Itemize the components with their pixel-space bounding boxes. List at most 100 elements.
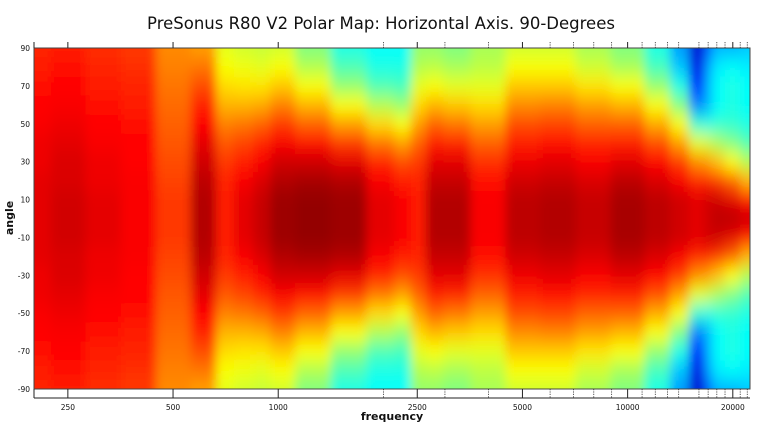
heatmap-cell xyxy=(724,360,741,381)
heatmap-cell xyxy=(539,48,577,58)
heatmap-cell xyxy=(539,379,577,389)
heatmap-cell xyxy=(670,379,690,389)
heatmap-cell xyxy=(121,265,157,286)
heatmap-cell xyxy=(470,322,507,343)
heatmap-cell xyxy=(366,265,395,286)
heatmap-cell xyxy=(712,303,726,324)
heatmap-cell xyxy=(425,57,444,77)
heatmap-cell xyxy=(121,190,157,210)
heatmap-cell xyxy=(470,360,507,381)
heatmap-cell xyxy=(50,152,86,172)
heatmap-cell xyxy=(216,284,235,305)
heatmap-cell xyxy=(394,133,412,153)
heatmap-cell xyxy=(156,48,192,58)
heatmap-cell xyxy=(85,190,122,210)
heatmap-cell xyxy=(190,246,217,267)
heatmap-cell xyxy=(712,246,726,267)
heatmap-cell xyxy=(539,152,577,172)
heatmap-cell xyxy=(34,227,52,248)
heatmap-cell xyxy=(50,95,86,115)
heatmap-cell xyxy=(644,265,671,286)
heatmap-cell xyxy=(190,190,217,210)
heatmap-cell xyxy=(703,265,713,286)
heatmap-cell xyxy=(366,246,395,267)
heatmap-cell xyxy=(443,76,471,96)
heatmap-cell xyxy=(470,341,507,362)
heatmap-cell xyxy=(50,322,86,343)
heatmap-cell xyxy=(156,114,192,134)
heatmap-cell xyxy=(505,322,541,343)
heatmap-cell xyxy=(394,284,412,305)
heatmap-cell xyxy=(443,152,471,172)
heatmap-cell xyxy=(505,152,541,172)
heatmap-cell xyxy=(394,171,412,191)
heatmap-cell xyxy=(703,114,713,134)
x-tick-label: 2500 xyxy=(408,403,427,412)
heatmap-cell xyxy=(121,341,157,362)
heatmap-cell xyxy=(366,95,395,115)
heatmap-cell xyxy=(425,114,444,134)
heatmap-cell xyxy=(470,379,507,389)
heatmap-cell xyxy=(270,265,296,286)
heatmap-cell xyxy=(85,303,122,324)
y-tick-label: 50 xyxy=(20,120,30,129)
heatmap-cell xyxy=(712,76,726,96)
heatmap-cell xyxy=(505,171,541,191)
heatmap-cell xyxy=(670,48,690,58)
heatmap-cell xyxy=(712,227,726,248)
y-tick-label: 30 xyxy=(20,158,30,167)
heatmap-cell xyxy=(366,114,395,134)
heatmap-cell xyxy=(121,360,157,381)
heatmap-cell xyxy=(156,379,192,389)
y-tick-label: 90 xyxy=(20,44,30,53)
heatmap-cell xyxy=(425,246,444,267)
heatmap-cell xyxy=(156,190,192,210)
heatmap-cell xyxy=(253,265,271,286)
heatmap-cell xyxy=(366,303,395,324)
heatmap-cell xyxy=(724,246,741,267)
heatmap-cell xyxy=(740,265,750,286)
heatmap-cell xyxy=(505,57,541,77)
heatmap-cell xyxy=(85,95,122,115)
x-tick-label: 1000 xyxy=(269,403,288,412)
heatmap-cell xyxy=(85,48,122,58)
heatmap-cell xyxy=(688,152,705,172)
heatmap-cell xyxy=(644,379,671,389)
heatmap-cell xyxy=(688,171,705,191)
heatmap-cell xyxy=(394,341,412,362)
heatmap-cell xyxy=(740,171,750,191)
heatmap-cell xyxy=(644,246,671,267)
heatmap-cell xyxy=(505,114,541,134)
heatmap-cell xyxy=(724,227,741,248)
heatmap-cell xyxy=(470,265,507,286)
heatmap-cell xyxy=(50,284,86,305)
heatmap-cell xyxy=(670,152,690,172)
x-tick-label: 250 xyxy=(61,403,76,412)
heatmap-cell xyxy=(85,341,122,362)
heatmap-cell xyxy=(425,152,444,172)
heatmap-cell xyxy=(703,57,713,77)
heatmap-cell xyxy=(670,114,690,134)
heatmap-cell xyxy=(253,95,271,115)
heatmap-cell xyxy=(50,341,86,362)
heatmap-cell xyxy=(644,114,671,134)
heatmap-cell xyxy=(394,76,412,96)
heatmap-cell xyxy=(724,303,741,324)
heatmap-cell xyxy=(295,152,332,172)
heatmap-cell xyxy=(443,133,471,153)
heatmap-cell xyxy=(575,95,612,115)
heatmap-cell xyxy=(295,57,332,77)
heatmap-cell xyxy=(470,209,507,229)
heatmap-cell xyxy=(34,209,52,229)
heatmap-cell xyxy=(330,133,367,153)
heatmap-cell xyxy=(740,133,750,153)
heatmap-cell xyxy=(156,360,192,381)
heatmap-cell xyxy=(610,322,646,343)
heatmap-cell xyxy=(156,152,192,172)
heatmap-cell xyxy=(670,246,690,267)
heatmap-cell xyxy=(724,190,741,210)
heatmap-cell xyxy=(190,95,217,115)
heatmap-cell xyxy=(330,76,367,96)
heatmap-cell xyxy=(50,303,86,324)
heatmap-cell xyxy=(216,360,235,381)
